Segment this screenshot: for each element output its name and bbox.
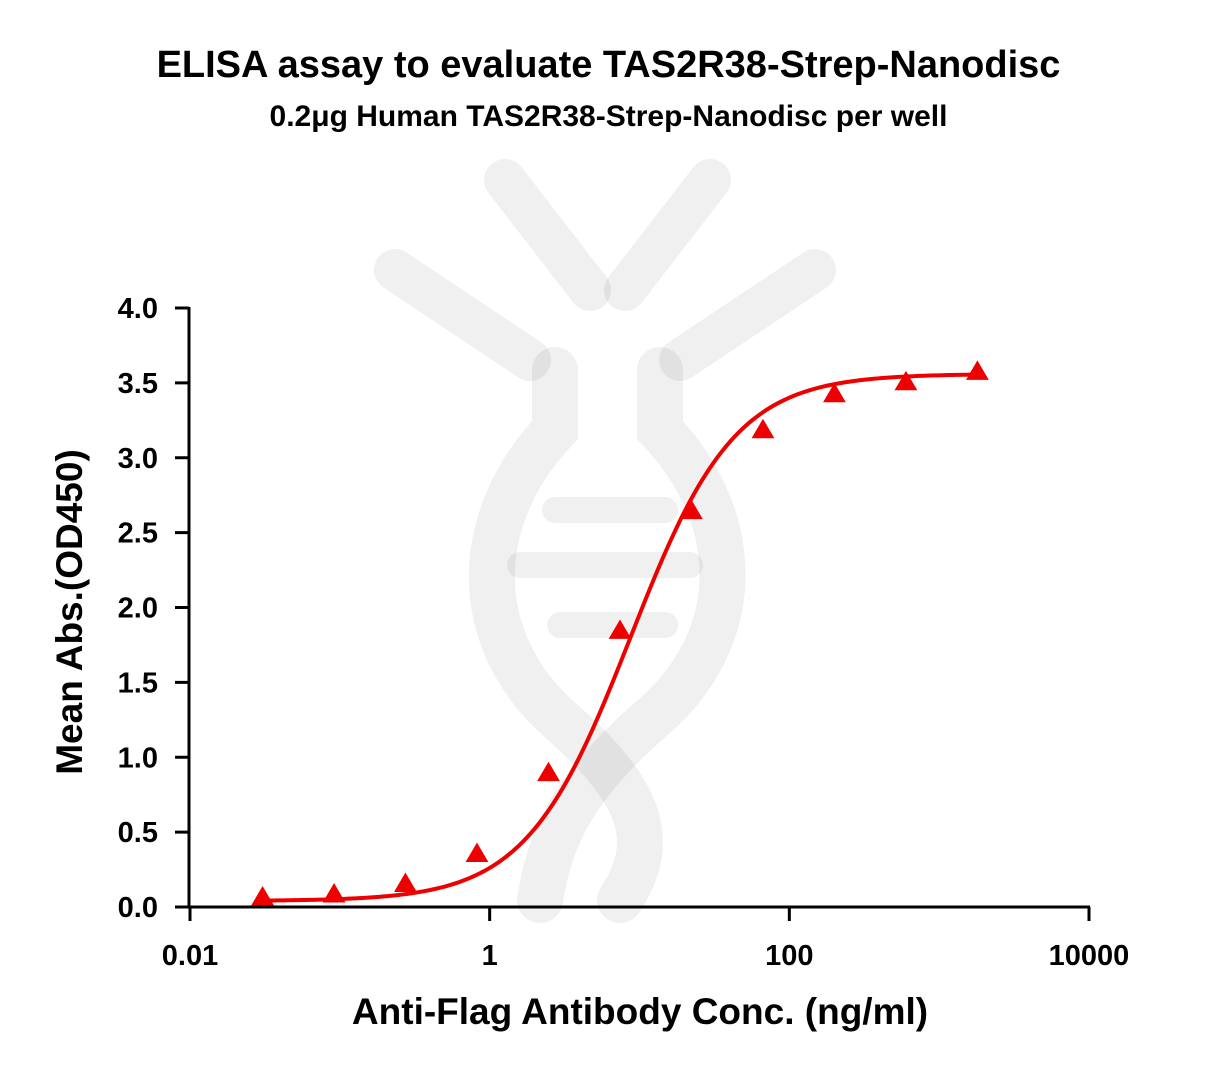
data-point-triangle (322, 883, 346, 903)
y-tick-label: 0.0 (118, 892, 158, 924)
y-tick-label: 0.5 (118, 817, 158, 849)
y-tick-label: 4.0 (118, 293, 158, 325)
data-point-triangle (894, 370, 918, 391)
data-point-triangle (251, 886, 274, 906)
y-axis-label: Mean Abs.(OD450) (49, 449, 90, 775)
data-point-triangle (751, 418, 775, 439)
x-axis-ticks: 0.01 1 100 10000 (162, 907, 1130, 972)
data-point-triangle (966, 360, 989, 380)
x-axis: 0.01 1 100 10000 (162, 905, 1130, 972)
y-axis-ticks: 0.0 0.5 1.0 1.5 2.0 2.5 3.0 3.5 4.0 (118, 293, 189, 924)
data-point-triangle (394, 872, 417, 892)
y-tick-label: 2.5 (118, 518, 158, 550)
y-tick-label: 1.5 (118, 667, 158, 699)
y-tick-label: 1.0 (118, 742, 158, 774)
fit-curve (262, 372, 978, 903)
y-tick-label: 2.0 (118, 593, 158, 625)
x-axis-label: Anti-Flag Antibody Conc. (ng/ml) (352, 991, 928, 1032)
x-tick-label: 100 (765, 940, 813, 972)
data-point-triangle (680, 499, 703, 520)
x-tick-label: 0.01 (162, 940, 218, 972)
y-axis: 0.0 0.5 1.0 1.5 2.0 2.5 3.0 3.5 4.0 (118, 293, 191, 924)
data-points (251, 360, 989, 906)
data-point-triangle (537, 761, 560, 782)
y-tick-label: 3.5 (118, 368, 158, 400)
data-point-triangle (823, 382, 846, 403)
chart-title: ELISA assay to evaluate TAS2R38-Strep-Na… (156, 44, 1061, 86)
x-tick-label: 10000 (1049, 940, 1130, 972)
watermark-logo (374, 159, 836, 923)
x-tick-label: 1 (482, 940, 498, 972)
chart-subtitle: 0.2μg Human TAS2R38-Strep-Nanodisc per w… (269, 100, 948, 133)
data-point-triangle (465, 842, 489, 863)
data-point-triangle (608, 619, 632, 639)
y-tick-label: 3.0 (118, 443, 158, 475)
